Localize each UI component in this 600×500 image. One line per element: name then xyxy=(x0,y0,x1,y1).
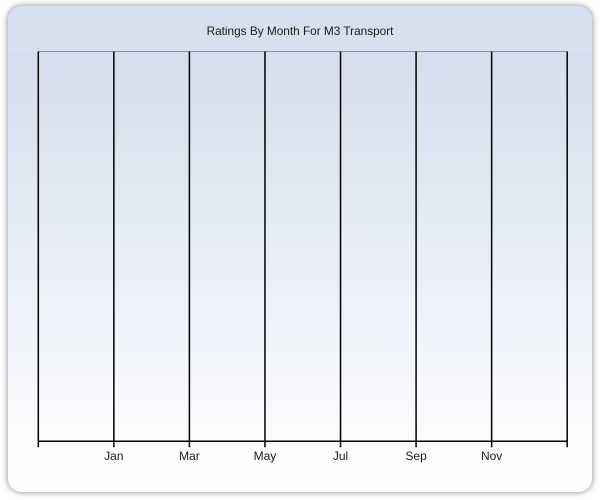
svg-text:Jan: Jan xyxy=(104,449,123,463)
svg-text:Nov: Nov xyxy=(481,449,502,463)
svg-text:May: May xyxy=(254,449,277,463)
svg-text:Mar: Mar xyxy=(179,449,200,463)
svg-text:Jul: Jul xyxy=(333,449,348,463)
svg-text:Sep: Sep xyxy=(405,449,427,463)
